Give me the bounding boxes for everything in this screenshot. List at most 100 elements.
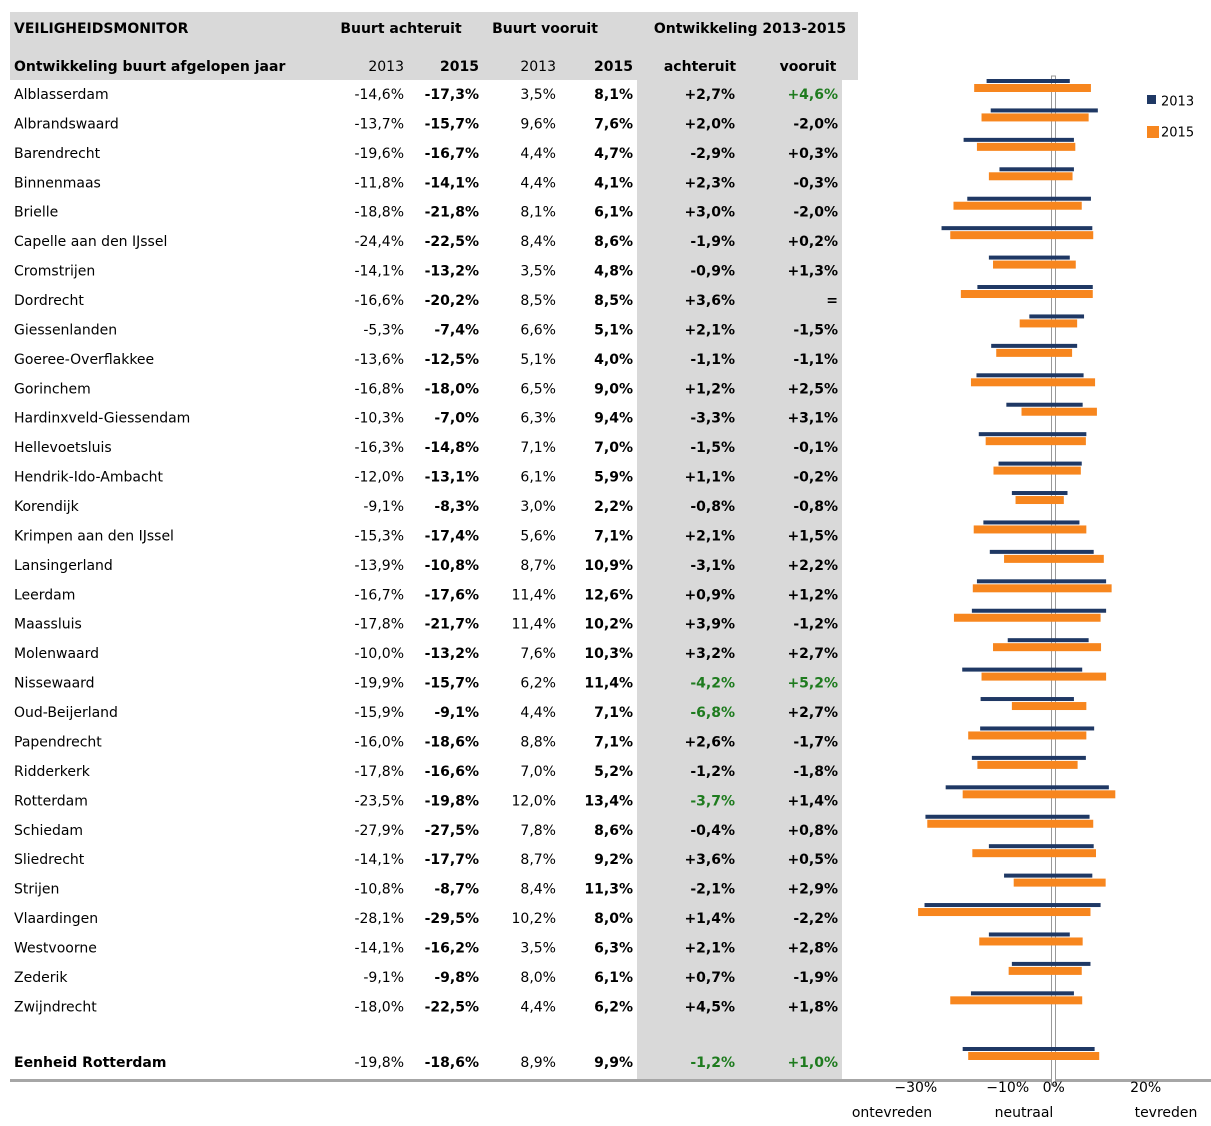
cell: +3,2% [684, 646, 735, 662]
cell: -2,1% [690, 882, 735, 898]
cell: -10,8% [354, 882, 404, 898]
title: VEILIGHEIDSMONITOR [14, 21, 189, 37]
cell: 11,4% [584, 676, 633, 692]
cell: +2,7% [787, 705, 838, 721]
cell: 11,3% [584, 882, 633, 898]
cell: +1,4% [787, 793, 838, 809]
cell: +3,6% [684, 293, 735, 309]
cell: -16,7% [354, 587, 404, 603]
cell: -12,5% [425, 352, 479, 368]
row-name: Barendrecht [14, 146, 101, 162]
bar [1015, 496, 1064, 505]
cell: +4,6% [787, 87, 838, 103]
cell: -18,0% [354, 999, 404, 1015]
cell: -19,8% [354, 1055, 404, 1071]
cell: 8,7% [520, 852, 556, 868]
cell: -15,7% [425, 116, 479, 132]
cell: -27,5% [425, 823, 479, 839]
cell: -10,3% [354, 411, 404, 427]
cell: -17,7% [425, 852, 479, 868]
bar [993, 260, 1076, 269]
bar [971, 755, 1086, 760]
cell: 8,0% [594, 911, 633, 927]
cell: -1,7% [793, 734, 838, 750]
bar [918, 908, 1091, 917]
cell: -0,9% [690, 264, 735, 280]
legend-label: 2015 [1161, 126, 1194, 141]
cell: 8,4% [520, 882, 556, 898]
cell: -16,6% [354, 293, 404, 309]
cell: 8,4% [520, 234, 556, 250]
cell: -21,7% [425, 617, 479, 633]
cell: -16,7% [425, 146, 479, 162]
cell: -3,7% [690, 793, 735, 809]
cell: 8,6% [594, 823, 633, 839]
bar [1011, 491, 1068, 496]
cell: -11,8% [354, 175, 404, 191]
cell: -23,5% [354, 793, 404, 809]
bar [990, 108, 1098, 113]
axis-label: neutraal [995, 1105, 1054, 1121]
bar [998, 461, 1082, 466]
cell: 9,9% [594, 1055, 633, 1071]
group-header: Buurt vooruit [492, 21, 598, 37]
cell: +1,2% [787, 587, 838, 603]
cell: 7,8% [520, 823, 556, 839]
cell: 5,1% [594, 322, 633, 338]
column-header: achteruit [664, 59, 737, 75]
bar [927, 819, 1094, 828]
bar [970, 991, 1074, 996]
bar [950, 231, 1094, 240]
cell: +1,3% [787, 264, 838, 280]
cell: +5,2% [787, 676, 838, 692]
cell: 8,1% [520, 205, 556, 221]
cell: -1,2% [690, 764, 735, 780]
cell: 2,2% [594, 499, 633, 515]
cell: -9,8% [434, 970, 479, 986]
cell: -10,8% [425, 558, 479, 574]
bar [988, 932, 1070, 937]
cell: 7,6% [594, 116, 633, 132]
row-name: Krimpen aan den IJssel [14, 528, 174, 544]
cell: -1,2% [690, 1055, 735, 1071]
row-name: Eenheid Rotterdam [14, 1055, 166, 1071]
x-tick-label: −30% [894, 1080, 937, 1096]
cell: -13,2% [425, 264, 479, 280]
row-name: Goeree-Overflakkee [14, 352, 154, 368]
cell: +2,2% [787, 558, 838, 574]
row-name: Zederik [14, 970, 68, 986]
cell: +2,1% [684, 322, 735, 338]
cell: +0,7% [684, 970, 735, 986]
cell: -16,3% [354, 440, 404, 456]
x-tick-label: 20% [1130, 1080, 1161, 1096]
bar [979, 937, 1083, 946]
cell: 5,9% [594, 470, 633, 486]
cell: 8,6% [594, 234, 633, 250]
cell: 6,6% [520, 322, 556, 338]
cell: 6,1% [520, 470, 556, 486]
cell: -1,5% [690, 440, 735, 456]
cell: -9,1% [434, 705, 479, 721]
cell: 4,4% [520, 175, 556, 191]
cell: 6,1% [594, 970, 633, 986]
bar [976, 579, 1107, 584]
bar [981, 672, 1107, 681]
column-header: vooruit [780, 59, 837, 75]
bar [980, 726, 1095, 731]
cell: -17,8% [354, 764, 404, 780]
cell: -1,1% [793, 352, 838, 368]
cell: -2,2% [793, 911, 838, 927]
cell: +1,8% [787, 999, 838, 1015]
row-name: Lansingerland [14, 558, 113, 574]
cell: -15,7% [425, 676, 479, 692]
cell: -0,4% [690, 823, 735, 839]
cell: -19,9% [354, 676, 404, 692]
legend-label: 2013 [1161, 95, 1194, 110]
bar [977, 760, 1078, 769]
cell: 6,5% [520, 381, 556, 397]
row-name: Ridderkerk [14, 764, 91, 780]
cell: -0,1% [793, 440, 838, 456]
column-header: 2013 [368, 59, 404, 75]
bar [962, 667, 1083, 672]
cell: -13,9% [354, 558, 404, 574]
